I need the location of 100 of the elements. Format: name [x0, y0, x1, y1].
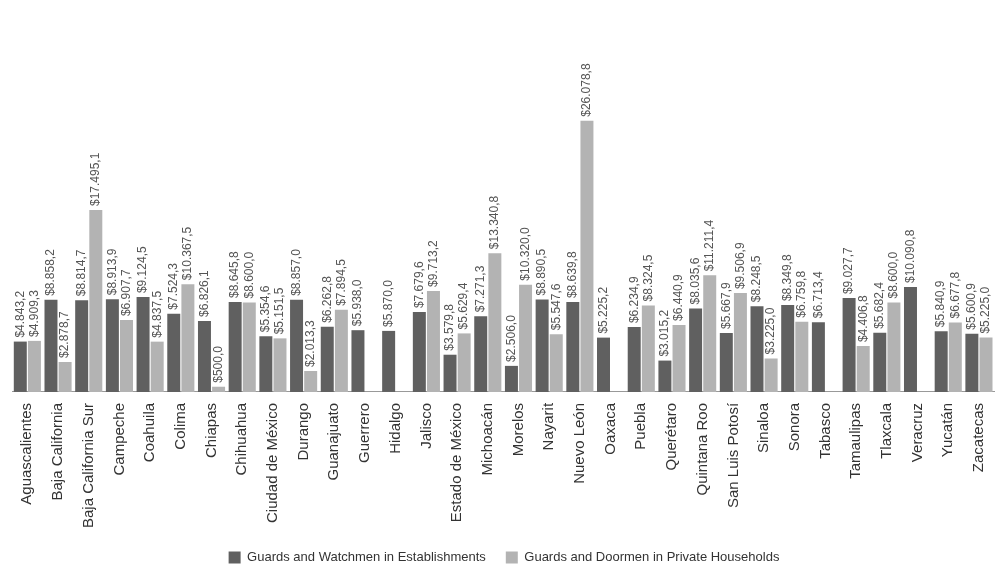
bar: [811, 322, 825, 392]
bar: [641, 305, 655, 392]
bar: [750, 306, 764, 392]
bar: [44, 299, 58, 392]
data-label: $7.679,6: [411, 261, 426, 309]
data-label: $7.524,3: [166, 262, 181, 310]
bar: [320, 326, 334, 392]
legend-label: Guards and Doormen in Private Households: [524, 549, 780, 565]
x-tick-label: Morelos: [508, 402, 526, 457]
x-tick-label: Guanajuato: [324, 402, 342, 481]
data-label: $7.271,3: [473, 265, 488, 313]
bar: [242, 302, 256, 392]
bar: [934, 331, 948, 392]
data-label: $9.506,9: [732, 242, 747, 290]
data-label: $8.814,7: [73, 249, 88, 297]
x-tick-label: Oaxaca: [600, 402, 618, 455]
data-label: $5.225,0: [978, 286, 993, 334]
bar: [948, 322, 962, 392]
bar: [89, 210, 103, 392]
data-label: $5.151,5: [272, 287, 287, 335]
bar: [304, 371, 318, 392]
bar: [334, 309, 348, 392]
legend-label: Guards and Watchmen in Establishments: [247, 549, 487, 565]
bar: [965, 333, 979, 392]
data-label: $5.682,4: [872, 281, 887, 329]
data-label: $7.894,5: [333, 258, 348, 306]
bar: [488, 253, 502, 392]
data-label: $500,0: [210, 345, 225, 383]
bar: [457, 333, 471, 392]
data-label: $8.857,0: [288, 248, 303, 296]
x-tick-label: Durango: [293, 402, 311, 461]
bar: [426, 290, 440, 392]
data-label: $4.837,5: [149, 290, 164, 338]
bar: [259, 336, 273, 392]
bar: [75, 300, 89, 392]
x-tick-label: Hidalgo: [385, 402, 403, 454]
x-tick-label: Yucatán: [938, 402, 956, 458]
bar: [273, 338, 287, 392]
data-label: $6.440,9: [671, 273, 686, 321]
data-label: $3.015,2: [657, 309, 672, 357]
data-label: $6.826,1: [196, 269, 211, 317]
x-tick-label: Michoacán: [477, 402, 495, 476]
bar: [535, 299, 549, 392]
bar: [167, 313, 181, 392]
data-label: $13.340,8: [487, 195, 502, 250]
x-tick-label: Zacatecas: [969, 402, 987, 473]
data-label: $8.913,9: [104, 248, 119, 296]
data-label: $8.324,5: [640, 254, 655, 302]
x-tick-label: Tabasco: [815, 402, 833, 459]
x-tick-label: Puebla: [631, 402, 649, 450]
x-tick-label: Querétaro: [662, 402, 680, 471]
data-label: $6.677,8: [947, 271, 962, 319]
bar: [212, 386, 226, 392]
x-tick-label: Coahuila: [140, 402, 158, 463]
x-tick-label: Tamaulipas: [846, 402, 864, 479]
bar: [597, 337, 611, 392]
bar: [27, 340, 41, 392]
bar: [105, 299, 119, 392]
x-tick-label: Colima: [170, 402, 188, 450]
data-label: $6.234,9: [626, 276, 641, 324]
data-label: $11.211,4: [702, 219, 717, 272]
bar: [842, 298, 856, 392]
data-label: $3.225,0: [763, 307, 778, 355]
bar: [719, 333, 733, 392]
data-label: $5.870,0: [380, 279, 395, 327]
data-label: $5.667,9: [718, 281, 733, 329]
bar: [351, 330, 365, 392]
data-label: $6.713,4: [810, 271, 825, 319]
x-tick-label: Chiapas: [201, 402, 219, 458]
x-tick-label: San Luis Potosí: [723, 402, 741, 509]
bar: [873, 332, 887, 392]
bar: [781, 305, 795, 392]
data-label: $8.035,6: [687, 257, 702, 305]
data-label: $5.600,9: [964, 282, 979, 330]
data-label: $6.759,8: [794, 270, 809, 318]
bar: [566, 302, 580, 392]
bar: [689, 308, 703, 392]
data-label: $5.629,4: [456, 282, 471, 330]
data-label: $8.349,8: [780, 254, 795, 302]
data-label: $2.506,0: [503, 314, 518, 362]
data-label: $4.843,2: [12, 290, 27, 338]
bar: [658, 360, 672, 392]
x-tick-label: Nuevo León: [570, 402, 588, 484]
bar: [549, 334, 563, 392]
bar: [672, 324, 686, 392]
data-label: $8.645,8: [227, 251, 242, 299]
data-label: $5.354,6: [258, 285, 273, 333]
x-tick-label: Tlaxcala: [876, 402, 894, 459]
data-label: $8.639,8: [565, 251, 580, 299]
data-label: $9.713,2: [425, 239, 440, 287]
bar: [228, 302, 242, 392]
bar: [290, 299, 304, 392]
bar: [903, 287, 917, 392]
x-tick-label: Campeche: [109, 402, 127, 476]
bar: [795, 321, 809, 392]
data-label: $8.600,0: [241, 251, 256, 299]
data-label: $5.225,2: [595, 286, 610, 334]
bar: [627, 327, 641, 392]
data-label: $10.367,5: [180, 226, 195, 281]
x-tick-label: Ciudad de México: [263, 402, 281, 524]
